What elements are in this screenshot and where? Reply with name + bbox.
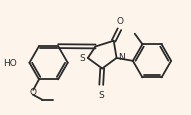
Text: S: S	[98, 90, 104, 99]
Text: S: S	[79, 54, 85, 63]
Text: N: N	[118, 53, 125, 62]
Text: HO: HO	[3, 59, 17, 68]
Text: O: O	[29, 87, 36, 96]
Text: O: O	[117, 17, 124, 26]
